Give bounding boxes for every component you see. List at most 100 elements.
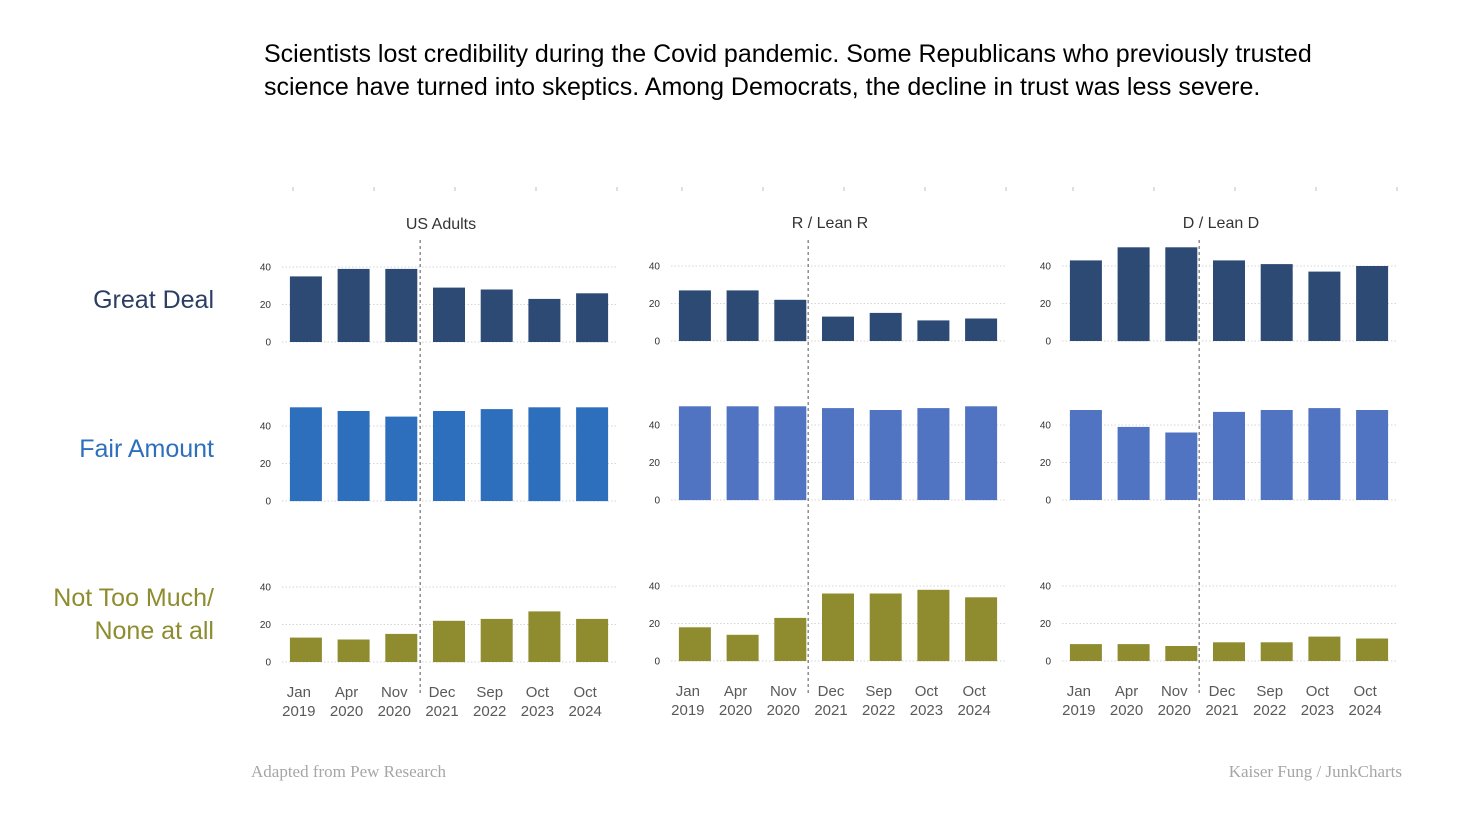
bar-great-deal-r-lean-r-oct-2024 <box>965 318 998 341</box>
bar-fair-amount-us-adults-jan-2019 <box>289 407 322 502</box>
bar-not-too-much-none-at-all-d-lean-d-dec-2021 <box>1213 642 1245 662</box>
x-tick-label: 2019 <box>1062 702 1095 719</box>
bar-great-deal-us-adults-apr-2020 <box>337 268 370 342</box>
bar-fair-amount-r-lean-r-sep-2022 <box>869 410 902 500</box>
x-tick-label: Nov <box>770 683 797 700</box>
bar-fair-amount-r-lean-r-oct-2024 <box>965 406 998 501</box>
bar-great-deal-d-lean-d-jan-2019 <box>1069 260 1102 341</box>
x-tick-label: 2019 <box>671 702 704 719</box>
panel-title-us-adults: US Adults <box>406 216 476 233</box>
x-tick-label: Jan <box>676 683 700 700</box>
bar-fair-amount-d-lean-d-oct-2024 <box>1356 410 1389 500</box>
bar-not-too-much-none-at-all-r-lean-r-sep-2022 <box>869 593 902 661</box>
x-tick-label: Nov <box>1161 683 1188 700</box>
x-tick-label: 2020 <box>719 702 752 719</box>
x-tick-label: Oct <box>573 684 597 701</box>
bar-not-too-much-none-at-all-us-adults-dec-2021 <box>433 620 465 663</box>
y-tick-label: 0 <box>1045 496 1051 507</box>
bar-fair-amount-r-lean-r-oct-2023 <box>917 408 950 500</box>
x-tick-label: 2022 <box>862 702 895 719</box>
x-tick-label: Jan <box>1067 683 1091 700</box>
bar-great-deal-r-lean-r-apr-2020 <box>726 290 759 341</box>
bar-fair-amount-r-lean-r-apr-2020 <box>726 406 759 501</box>
x-tick-label: 2020 <box>378 703 411 720</box>
bar-fair-amount-r-lean-r-nov-2020 <box>774 406 807 501</box>
y-tick-label: 40 <box>649 421 661 432</box>
y-tick-label: 20 <box>1040 619 1052 630</box>
bar-fair-amount-d-lean-d-nov-2020 <box>1165 432 1198 500</box>
x-tick-label: 2020 <box>767 702 800 719</box>
y-tick-label: 20 <box>649 299 661 310</box>
bar-great-deal-d-lean-d-oct-2024 <box>1356 266 1389 341</box>
x-tick-label: Oct <box>962 683 986 700</box>
x-tick-label: 2022 <box>1253 702 1286 719</box>
bar-great-deal-d-lean-d-dec-2021 <box>1213 260 1245 341</box>
bar-great-deal-r-lean-r-nov-2020 <box>774 299 807 342</box>
bar-not-too-much-none-at-all-us-adults-jan-2019 <box>289 637 322 662</box>
bar-great-deal-d-lean-d-nov-2020 <box>1165 247 1198 342</box>
x-tick-label: 2019 <box>282 703 315 720</box>
bar-fair-amount-r-lean-r-dec-2021 <box>822 408 854 500</box>
y-tick-label: 0 <box>654 657 660 668</box>
x-tick-label: Nov <box>381 684 408 701</box>
bar-great-deal-r-lean-r-sep-2022 <box>869 312 902 341</box>
y-tick-label: 20 <box>260 620 272 631</box>
bar-fair-amount-us-adults-oct-2024 <box>576 407 609 502</box>
bar-not-too-much-none-at-all-r-lean-r-oct-2023 <box>917 589 950 662</box>
x-tick-label: Apr <box>724 683 747 700</box>
bar-fair-amount-us-adults-nov-2020 <box>385 416 418 501</box>
y-tick-label: 0 <box>654 337 660 348</box>
y-tick-label: 20 <box>1040 458 1052 469</box>
y-tick-label: 20 <box>260 300 272 311</box>
y-tick-label: 40 <box>1040 582 1052 593</box>
x-tick-label: Jan <box>287 684 311 701</box>
x-tick-label: Dec <box>429 684 456 701</box>
panel-title-r-lean-r: R / Lean R <box>792 215 868 232</box>
row-label-none-at-all: None at all <box>94 617 214 645</box>
bar-great-deal-r-lean-r-oct-2023 <box>917 320 950 341</box>
bar-great-deal-r-lean-r-dec-2021 <box>822 316 854 341</box>
bar-not-too-much-none-at-all-r-lean-r-nov-2020 <box>774 617 807 661</box>
x-tick-label: Apr <box>1115 683 1138 700</box>
bar-great-deal-us-adults-sep-2022 <box>480 289 513 342</box>
bar-not-too-much-none-at-all-r-lean-r-oct-2024 <box>965 597 998 662</box>
bar-great-deal-us-adults-oct-2023 <box>528 298 561 342</box>
x-tick-label: 2023 <box>521 703 554 720</box>
x-tick-label: 2023 <box>910 702 943 719</box>
bar-fair-amount-us-adults-apr-2020 <box>337 411 370 501</box>
x-tick-label: 2020 <box>330 703 363 720</box>
bar-not-too-much-none-at-all-us-adults-oct-2023 <box>528 611 561 662</box>
y-tick-label: 0 <box>654 496 660 507</box>
bar-great-deal-d-lean-d-sep-2022 <box>1260 264 1293 341</box>
y-tick-label: 0 <box>1045 657 1051 668</box>
x-tick-label: Oct <box>1353 683 1377 700</box>
y-tick-label: 0 <box>265 338 271 349</box>
bar-fair-amount-d-lean-d-apr-2020 <box>1117 426 1150 500</box>
credit-note: Kaiser Fung / JunkCharts <box>1228 762 1402 781</box>
y-tick-label: 20 <box>649 458 661 469</box>
y-tick-label: 0 <box>265 497 271 508</box>
bar-fair-amount-d-lean-d-oct-2023 <box>1308 408 1341 500</box>
bar-not-too-much-none-at-all-d-lean-d-oct-2024 <box>1356 638 1389 661</box>
y-tick-label: 20 <box>260 459 272 470</box>
bar-fair-amount-us-adults-dec-2021 <box>433 411 465 501</box>
y-tick-label: 40 <box>1040 262 1052 273</box>
y-tick-label: 40 <box>649 262 661 273</box>
panel-title-d-lean-d: D / Lean D <box>1183 215 1259 232</box>
source-note: Adapted from Pew Research <box>251 762 446 781</box>
row-label-great-deal: Great Deal <box>93 286 214 314</box>
row-label-not-too-much: Not Too Much/ <box>53 584 214 612</box>
x-tick-label: Sep <box>1256 683 1283 700</box>
bar-great-deal-us-adults-dec-2021 <box>433 287 465 342</box>
bar-not-too-much-none-at-all-us-adults-oct-2024 <box>576 618 609 662</box>
y-tick-label: 20 <box>649 619 661 630</box>
y-tick-label: 0 <box>1045 337 1051 348</box>
x-tick-label: 2023 <box>1301 702 1334 719</box>
bar-great-deal-us-adults-jan-2019 <box>289 276 322 342</box>
bar-fair-amount-d-lean-d-sep-2022 <box>1260 410 1293 500</box>
y-tick-label: 0 <box>265 658 271 669</box>
bar-not-too-much-none-at-all-d-lean-d-nov-2020 <box>1165 646 1198 661</box>
y-tick-label: 20 <box>1040 299 1052 310</box>
y-tick-label: 40 <box>649 582 661 593</box>
bar-not-too-much-none-at-all-us-adults-sep-2022 <box>480 618 513 662</box>
